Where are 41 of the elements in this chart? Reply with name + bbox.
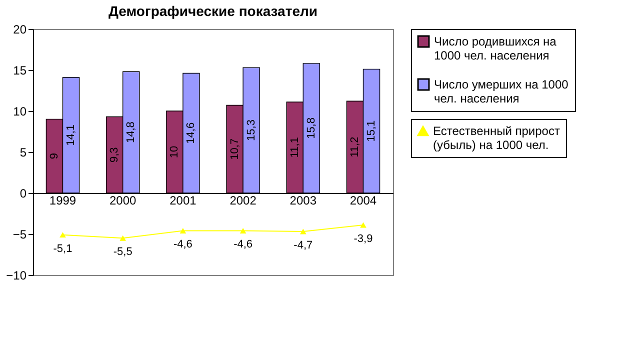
legend-label: Число умерших на 1000 чел. населения <box>434 78 569 106</box>
data-label: -3,9 <box>354 232 373 245</box>
point <box>180 228 186 234</box>
point <box>240 228 246 234</box>
data-label: 15,1 <box>366 120 378 142</box>
data-label: 9 <box>48 153 60 160</box>
data-label: 15,3 <box>245 120 258 141</box>
data-label: -5,1 <box>53 242 72 255</box>
data-label: -5,5 <box>113 246 132 258</box>
data-label: 14,1 <box>65 124 78 146</box>
x-tick-label: 2004 <box>350 194 377 208</box>
data-label: 14,6 <box>185 122 198 144</box>
y-tick-label: 15 <box>13 64 27 78</box>
point <box>360 222 366 228</box>
point <box>300 228 306 234</box>
y-tick-label: 0 <box>20 186 27 200</box>
point <box>60 232 66 238</box>
chart-title: Демографические показатели <box>108 3 318 19</box>
y-tick-label: −5 <box>12 228 27 242</box>
data-label: 15,8 <box>305 118 318 139</box>
y-tick-label: 20 <box>13 22 27 36</box>
x-tick-label: 2000 <box>110 194 137 208</box>
data-label: 11,2 <box>348 136 361 158</box>
legend-label: Естественный прирост (убыль) на 1000 чел. <box>433 124 560 152</box>
y-tick-label: 10 <box>13 104 27 118</box>
data-label: -4,6 <box>173 238 192 251</box>
x-tick-label: 2002 <box>230 194 257 208</box>
y-tick-label: 5 <box>20 146 27 160</box>
data-label: -4,7 <box>294 240 313 252</box>
data-label: 14,8 <box>125 122 138 144</box>
x-tick-label: 2001 <box>170 194 197 208</box>
data-label: 9,3 <box>108 147 121 163</box>
x-tick-label: 2003 <box>290 194 317 208</box>
legend-label: Число родившихся на 1000 чел. населения <box>434 34 557 62</box>
data-label: 11,1 <box>288 137 301 158</box>
point <box>120 235 126 241</box>
y-tick-label: −10 <box>6 268 27 282</box>
data-label: 10,7 <box>228 138 241 160</box>
x-tick-label: 1999 <box>49 194 76 208</box>
data-label: 10 <box>168 146 181 158</box>
data-label: -4,6 <box>234 238 253 251</box>
